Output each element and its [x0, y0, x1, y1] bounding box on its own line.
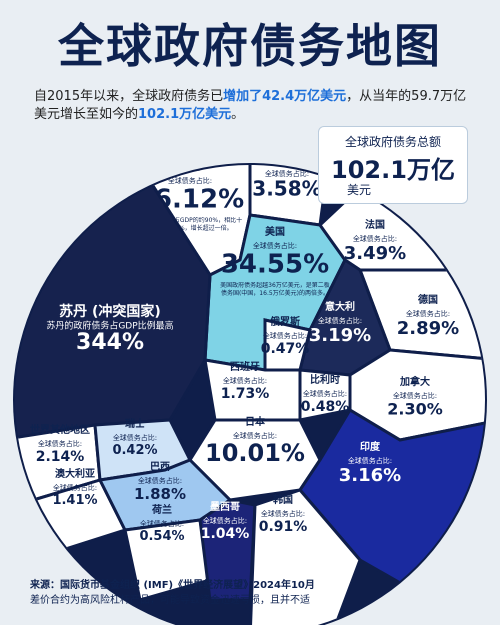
subtitle-highlight: 增加了42.4万亿美元 [223, 89, 347, 104]
cell-share: 3.49% [344, 243, 406, 264]
cell-name: 苏丹 (冲突国家) [59, 303, 161, 320]
cell-share: 344% [76, 330, 144, 355]
subtitle-highlight: 102.1万亿美元 [138, 107, 232, 122]
cell-label: 全球债务占比: [53, 483, 97, 492]
cell-name: 加拿大 [399, 375, 430, 388]
cell-label: 全球债务占比: [113, 433, 157, 442]
cell-share: 1.41% [52, 493, 97, 508]
cell-share: 0.91% [259, 519, 308, 535]
cell-label: 全球债务占比: [303, 389, 347, 398]
note-text: 中国政府债务占GDP的约90%，相比十年前的约40%，增长超过一倍。 [137, 217, 243, 232]
cell-label: 全球债务占比: [38, 439, 82, 448]
cell-label: 全球债务占比: [223, 376, 267, 385]
cell-share: 34.55% [221, 250, 329, 280]
title: 全球政府债务地图 [58, 19, 442, 73]
cell-share: 3.58% [252, 177, 321, 201]
cell-share: 0.42% [112, 443, 157, 458]
cell-name: 比利时 [310, 373, 340, 386]
cell-share: 0.48% [301, 399, 350, 415]
note: 差价合约为高风险杠杆产品，可能导致资金迅速亏损，且并不适 [30, 595, 310, 606]
total-box: 全球政府债务总额 102.1万亿 美元 [318, 126, 468, 204]
cell-share: 0.54% [139, 529, 184, 544]
cell-share: 1.88% [134, 485, 186, 503]
cell-name: 世界其他地区 [30, 423, 90, 436]
cell-share: 0.47% [261, 341, 310, 357]
cell-name: 澳大利亚 [55, 467, 95, 480]
cell-note: 美国政府债务超越36万亿美元，是第二板债务国(中国，16.5万亿美元)的两倍多。 [220, 282, 330, 297]
cell-label: 苏丹的政府债务占GDP比例最高 [46, 320, 173, 332]
cell-share: 2.89% [397, 318, 459, 339]
subtitle-text: 自2015年以来，全球政府债务已 [34, 89, 224, 104]
note-text: 美国政府债务超越36万亿美元，是第二板债务国(中国，16.5万亿美元)的两倍多。 [220, 282, 330, 297]
cell-name: 瑞士 [125, 417, 145, 430]
subtitle-text: 。 [231, 107, 245, 122]
cell-label: 全球债务占比: [265, 169, 309, 178]
cell-label: 全球债务占比: [168, 176, 212, 185]
cell-share: 1.04% [201, 526, 250, 542]
cell-share: 3.19% [309, 325, 371, 346]
cell-name: 荷兰 [151, 503, 172, 516]
cell-label: 全球债务占比: [263, 331, 307, 340]
cell-name: 意大利 [325, 300, 355, 313]
subtitle-text: ，从当年的59.7万亿美元增长至如今的 [34, 89, 467, 122]
cell [248, 488, 362, 625]
cell-name: 德国 [417, 293, 438, 306]
cell-name: 英国 [276, 153, 297, 166]
cell-label: 全球债务占比: [393, 391, 437, 400]
cell-label: 全球债务占比: [318, 316, 362, 325]
cell-label: 全球债务占比: [203, 516, 247, 525]
cell-name: 印度 [360, 440, 381, 453]
cell-share: 2.14% [36, 449, 85, 465]
cell-share: 2.30% [387, 400, 443, 419]
cell-share: 10.01% [205, 439, 305, 467]
cell-name: 日本 [245, 415, 266, 428]
cell-label: 全球债务占比: [406, 309, 450, 318]
cell-label: 全球债务占比: [233, 431, 277, 440]
cell-label: 全球债务占比: [348, 456, 392, 465]
total-value: 102.1万亿 [331, 156, 455, 184]
cell-name: 韩国 [273, 493, 293, 506]
total-label: 全球政府债务总额 [344, 135, 441, 149]
subtitle: 自2015年以来，全球政府债务已增加了42.4万亿美元，从当年的59.7万亿美元… [34, 88, 474, 124]
cell-label: 全球债务占比: [138, 476, 182, 485]
cell-note: 中国政府债务占GDP的约90%，相比十年前的约40%，增长超过一倍。 [137, 217, 243, 232]
cell-name: 法国 [365, 218, 385, 231]
cell-name: 俄罗斯 [269, 315, 300, 328]
cell-name: 美国 [265, 225, 285, 238]
cell-name: 墨西哥 [210, 501, 240, 513]
cell-label: 全球债务占比: [140, 519, 184, 528]
cell-share: 3.16% [339, 465, 401, 486]
cell-label: 全球债务占比: [353, 234, 397, 243]
cell-share: 1.73% [221, 386, 270, 402]
cell-name: 巴西 [150, 461, 170, 473]
cell-label: 全球债务占比: [261, 509, 305, 518]
footer: 来源：国际货币基金组织 (IMF)《世界经济展望》2024年10月 差价合约为高风… [30, 578, 315, 608]
total-unit: 美元 [347, 183, 372, 197]
cell-label: 全球债务占比: [253, 241, 297, 250]
cell-name: 西班牙 [230, 360, 260, 373]
source: 来源：国际货币基金组织 (IMF)《世界经济展望》2024年10月 [30, 580, 315, 591]
